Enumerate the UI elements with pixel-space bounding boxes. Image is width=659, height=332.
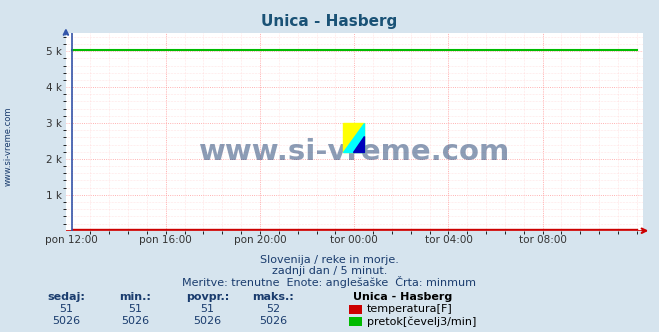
- Text: 52: 52: [266, 304, 281, 314]
- Text: Unica - Hasberg: Unica - Hasberg: [353, 292, 452, 302]
- Text: zadnji dan / 5 minut.: zadnji dan / 5 minut.: [272, 266, 387, 276]
- Text: pretok[čevelj3/min]: pretok[čevelj3/min]: [367, 316, 476, 327]
- Text: www.si-vreme.com: www.si-vreme.com: [198, 138, 510, 166]
- Text: 51: 51: [128, 304, 142, 314]
- Text: maks.:: maks.:: [252, 292, 295, 302]
- Text: Slovenija / reke in morje.: Slovenija / reke in morje.: [260, 255, 399, 265]
- Polygon shape: [343, 123, 364, 152]
- Text: sedaj:: sedaj:: [47, 292, 85, 302]
- Text: 5026: 5026: [52, 316, 80, 326]
- Text: 5026: 5026: [194, 316, 221, 326]
- Text: temperatura[F]: temperatura[F]: [367, 304, 453, 314]
- Text: Meritve: trenutne  Enote: anglešaške  Črta: minmum: Meritve: trenutne Enote: anglešaške Črta…: [183, 276, 476, 288]
- Text: 5026: 5026: [121, 316, 149, 326]
- Text: povpr.:: povpr.:: [186, 292, 229, 302]
- Text: min.:: min.:: [119, 292, 151, 302]
- Polygon shape: [353, 136, 364, 152]
- Text: 5026: 5026: [260, 316, 287, 326]
- Text: 51: 51: [59, 304, 73, 314]
- Text: Unica - Hasberg: Unica - Hasberg: [262, 14, 397, 29]
- Text: www.si-vreme.com: www.si-vreme.com: [4, 106, 13, 186]
- Text: 51: 51: [200, 304, 215, 314]
- Polygon shape: [343, 123, 364, 152]
